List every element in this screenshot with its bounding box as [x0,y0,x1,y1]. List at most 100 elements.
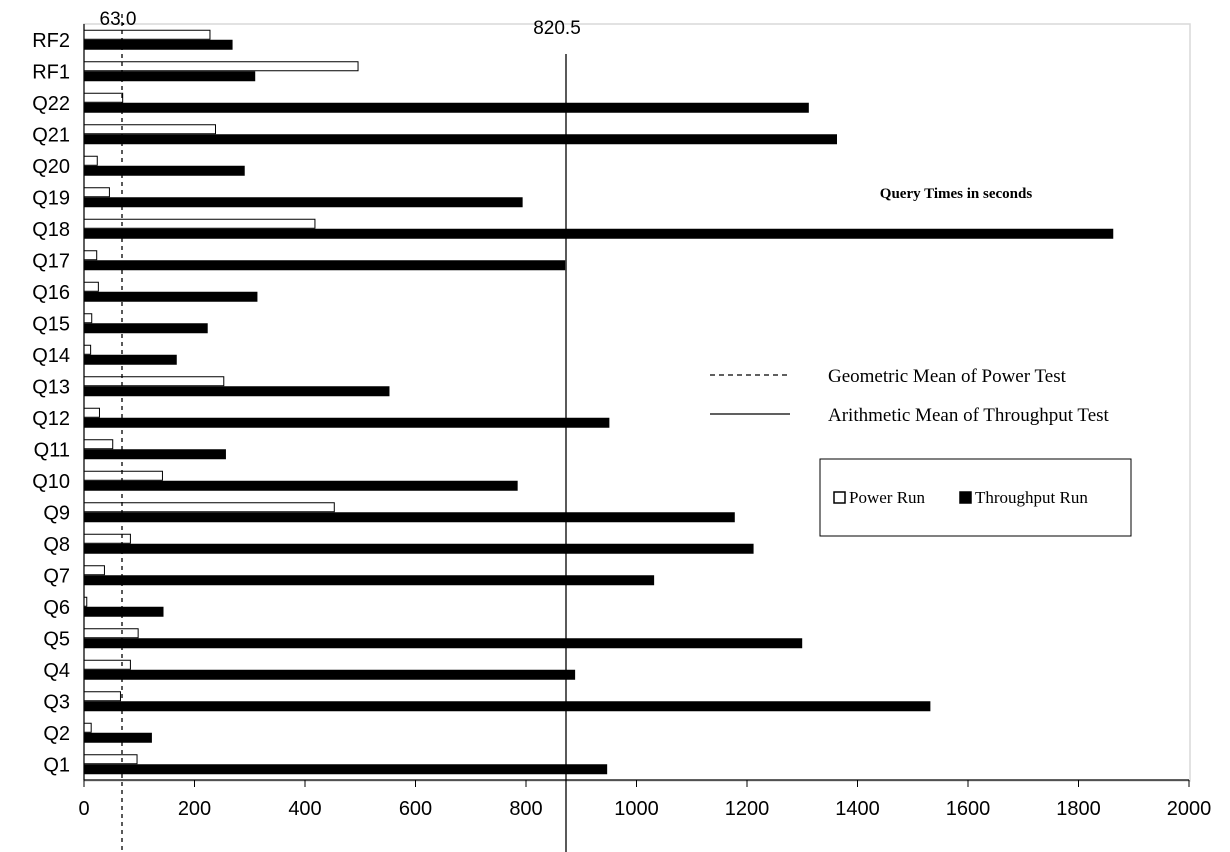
x-tick-label-200: 200 [178,798,211,820]
chart-annotation: Query Times in seconds [880,186,1033,202]
category-label-q2: Q2 [43,723,70,745]
bar-throughput-run-q11 [83,449,226,460]
category-label-q1: Q1 [43,754,70,776]
plot-area-border [83,23,1191,782]
bar-power-run-q5 [83,628,139,639]
bar-power-run-q7 [83,565,105,576]
bar-power-run-rf2 [83,29,211,40]
reference-value-label-geometric: 63.0 [100,9,137,30]
category-labels-group: Q1 Q2 Q3 Q4 Q5 Q6 Q7 Q8 Q9 Q10 Q11 Q12 Q13 Q14 Q15 Q16 Q… [32,30,70,777]
x-tick-label-1200: 1200 [725,798,770,820]
bar-throughput-run-q19 [83,197,523,208]
legend-throughput-run-swatch [959,491,972,504]
bar-power-run-q21 [83,124,216,135]
category-label-q10: Q10 [32,471,70,493]
bar-throughput-run-q17 [83,260,566,271]
category-label-q11: Q11 [34,439,70,461]
bar-throughput-run-q12 [83,417,610,428]
category-label-rf2: RF2 [32,30,70,52]
x-tick-label-600: 600 [399,798,432,820]
x-tick-label-0: 0 [78,798,89,820]
category-label-q7: Q7 [43,565,70,587]
bar-throughput-run-q4 [83,669,576,680]
bar-power-run-q13 [83,376,225,387]
reference-value-label-arithmetic: 820.5 [533,18,581,39]
legend-power-run-swatch [833,491,846,504]
bar-throughput-run-q15 [83,323,208,334]
bar-throughput-run-q6 [83,606,164,617]
legend-arithmetic-mean-label: Arithmetic Mean of Throughput Test [828,405,1110,426]
series-legend: Power Run Throughput Run [819,458,1132,537]
category-label-q16: Q16 [32,282,70,304]
legend-throughput-run-label: Throughput Run [975,488,1088,507]
x-tick-label-1000: 1000 [614,798,659,820]
bar-power-run-q4 [83,659,131,670]
bar-throughput-run-rf1 [83,71,256,82]
bar-power-run-q14 [83,344,92,355]
legend-power-run-label: Power Run [849,488,926,507]
category-label-q8: Q8 [43,534,70,556]
category-label-q13: Q13 [32,376,70,398]
bar-throughput-run-q1 [83,764,608,775]
series-legend-box [819,458,1132,537]
x-tick-label-800: 800 [509,798,542,820]
category-label-q5: Q5 [43,628,70,650]
x-tick-label-1800: 1800 [1056,798,1101,820]
axes-group [83,24,1190,787]
category-label-q22: Q22 [32,93,70,115]
bar-power-run-q8 [83,533,131,544]
bar-power-run-q3 [83,691,121,702]
bar-throughput-run-q18 [83,228,1114,239]
category-label-q4: Q4 [43,660,70,682]
category-label-q14: Q14 [32,345,70,367]
category-label-rf1: RF1 [32,61,70,83]
bar-throughput-run-q13 [83,386,390,397]
bar-throughput-run-q10 [83,480,518,491]
bar-throughput-run-q2 [83,732,152,743]
category-label-q18: Q18 [32,219,70,241]
bar-power-run-rf1 [83,61,359,72]
category-label-q9: Q9 [43,502,70,524]
bar-power-run-q17 [83,250,98,261]
bar-throughput-run-q21 [83,134,838,145]
category-label-q19: Q19 [32,187,70,209]
bar-power-run-q18 [83,218,316,229]
bar-throughput-run-q5 [83,638,803,649]
bars-group [83,29,1114,775]
legend-geometric-mean-label: Geometric Mean of Power Test [828,366,1067,387]
bar-power-run-q19 [83,187,110,198]
reference-lines-group: 63.0 820.5 [100,9,581,852]
category-label-q20: Q20 [32,156,70,178]
bar-throughput-run-q20 [83,165,245,176]
category-label-q17: Q17 [32,250,70,272]
bar-power-run-q10 [83,470,163,481]
bar-power-run-q16 [83,281,99,292]
bar-power-run-q1 [83,754,138,765]
bar-power-run-q2 [83,722,92,733]
category-label-q12: Q12 [32,408,70,430]
bar-power-run-q15 [83,313,93,324]
bar-power-run-q20 [83,155,98,166]
category-label-q15: Q15 [32,313,70,335]
bar-throughput-run-q14 [83,354,177,365]
category-label-q21: Q21 [32,124,70,146]
x-tick-label-1600: 1600 [946,798,991,820]
x-tick-label-400: 400 [288,798,321,820]
bar-throughput-run-q9 [83,512,735,523]
bar-power-run-q12 [83,407,100,418]
category-label-q6: Q6 [43,597,70,619]
bar-throughput-run-q7 [83,575,655,586]
bar-throughput-run-q3 [83,701,931,712]
bar-throughput-run-q16 [83,291,258,302]
reference-legend: Geometric Mean of Power Test Arithmetic … [710,366,1110,426]
bar-throughput-run-q22 [83,102,809,113]
category-label-q3: Q3 [43,691,70,713]
x-tick-labels-group: 0 200 400 600 800 1000 1200 1400 1600 1800 2000 [78,798,1211,820]
bar-power-run-q22 [83,92,124,103]
bar-throughput-run-q8 [83,543,754,554]
bar-power-run-q11 [83,439,114,450]
x-tick-label-1400: 1400 [835,798,880,820]
bar-throughput-run-rf2 [83,39,233,50]
x-tick-label-2000: 2000 [1167,798,1212,820]
